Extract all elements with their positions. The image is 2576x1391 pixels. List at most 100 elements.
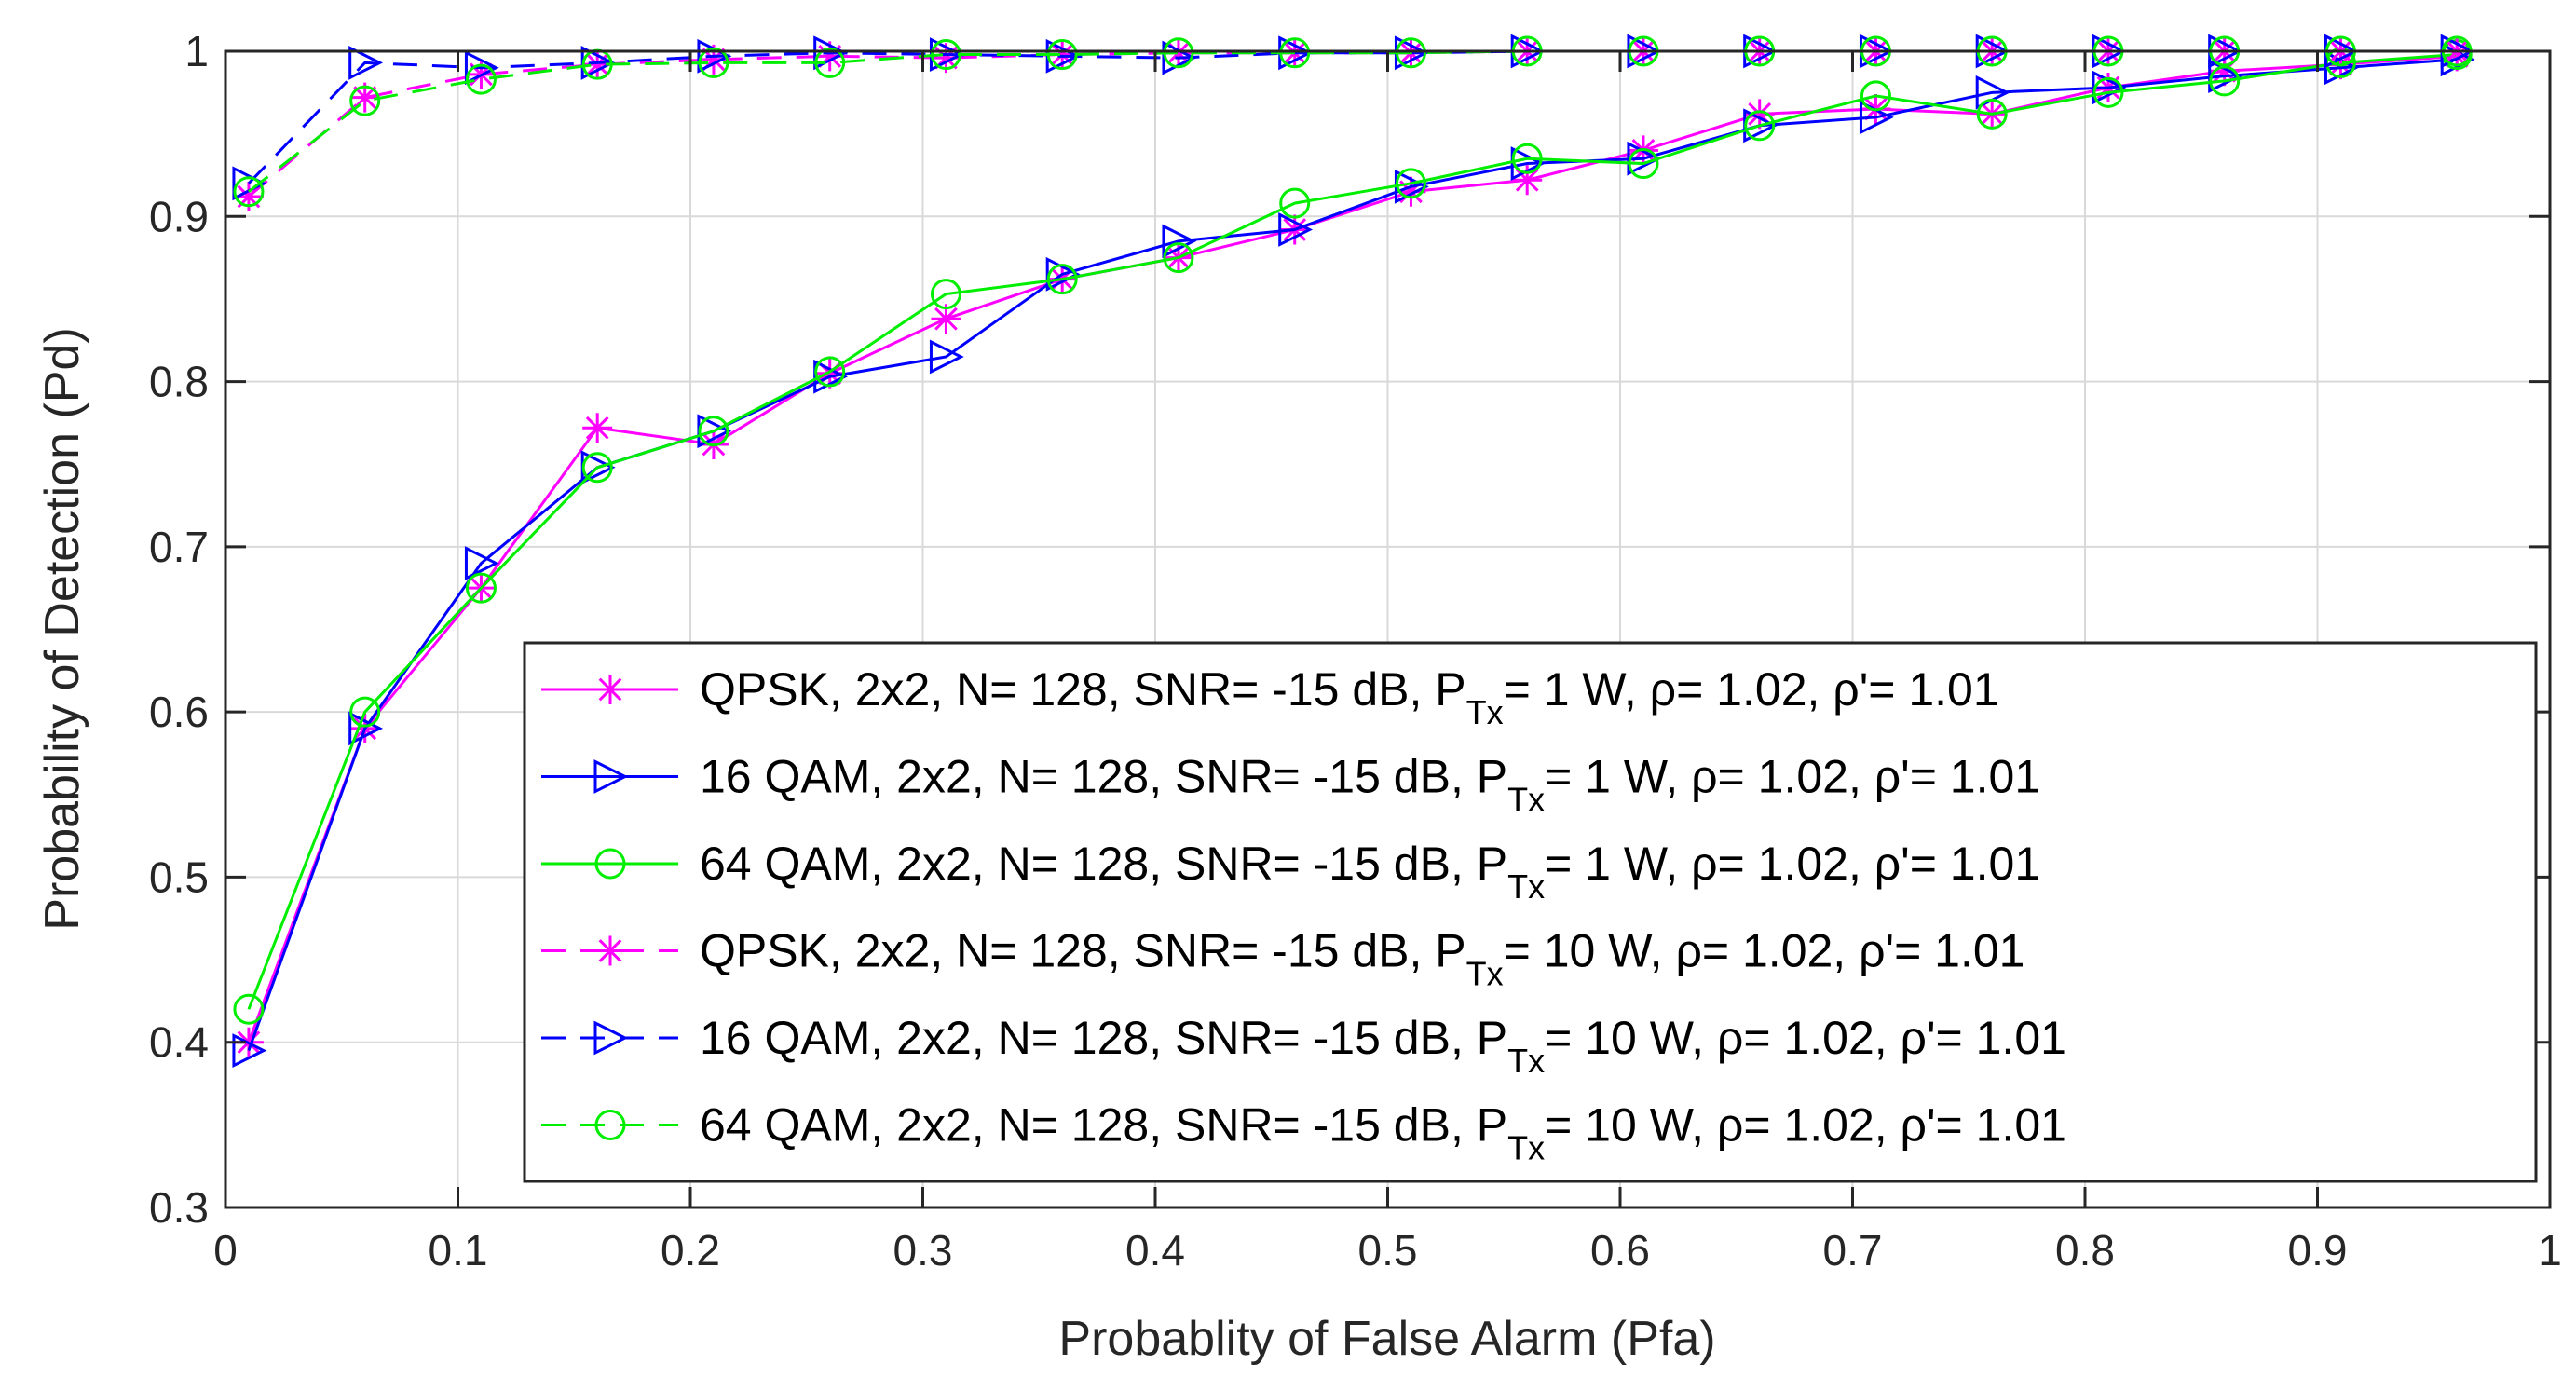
triangle-marker [464,50,499,86]
triangle-marker [2208,59,2243,94]
x-tick-label: 0.9 [2288,1226,2348,1275]
circle-marker [2209,65,2241,97]
triangle-marker [232,1033,267,1069]
triangle-marker [929,339,964,375]
x-tick-label: 0.2 [661,1226,720,1275]
y-tick-label: 0.6 [149,688,209,736]
circle-marker [1279,37,1311,69]
triangle-marker [1278,212,1314,247]
x-tick-label: 0.1 [429,1226,488,1275]
triangle-marker [593,759,629,794]
x-tick-label: 0.8 [2055,1226,2115,1275]
circle-marker [349,85,381,116]
legend-entry-4: QPSK, 2x2, N= 128, SNR= -15 dB, PTx= 10 … [541,925,2024,993]
circle-marker [698,416,729,447]
legend-label: 64 QAM, 2x2, N= 128, SNR= -15 dB, PTx= 1… [700,838,2040,906]
asterisk-marker [1744,99,1775,130]
circle-marker [1860,80,1891,112]
asterisk-marker [233,182,264,212]
circle-marker [1395,37,1426,69]
x-tick-label: 0.7 [1823,1226,1883,1275]
series-line [248,49,2458,193]
asterisk-marker [582,49,613,80]
x-tick-label: 0.4 [1125,1226,1185,1275]
asterisk-marker [582,413,613,443]
circle-marker [1046,39,1078,71]
circle-marker [1395,168,1426,199]
triangle-marker [813,35,849,71]
legend-entry-1: QPSK, 2x2, N= 128, SNR= -15 dB, PTx= 1 W… [541,663,1999,731]
series-line [247,53,2458,1010]
asterisk-marker [595,675,625,704]
asterisk-marker [931,304,961,334]
legend-label: QPSK, 2x2, N= 128, SNR= -15 dB, PTx= 1 W… [700,663,1999,731]
circle-marker [594,1110,626,1140]
circle-marker [1046,264,1078,295]
triangle-marker [1627,141,1662,176]
legend-entry-3: 64 QAM, 2x2, N= 128, SNR= -15 dB, PTx= 1… [541,838,2040,906]
circle-marker [465,572,497,604]
asterisk-marker [814,41,845,72]
y-axis-label: Probability of Detection (Pd) [35,327,89,930]
triangle-marker [2092,70,2127,105]
circle-marker [930,279,961,310]
circle-marker [1163,37,1194,69]
circle-marker [814,356,846,388]
asterisk-marker [1163,37,1193,68]
triangle-marker [593,1020,629,1056]
circle-marker [233,993,265,1025]
legend-entry-2: 16 QAM, 2x2, N= 128, SNR= -15 dB, PTx= 1… [541,751,2040,819]
x-tick-label: 1 [2538,1226,2562,1275]
x-tick-label: 0.5 [1358,1226,1418,1275]
x-axis-label: Probablity of False Alarm (Pfa) [1058,1312,1715,1366]
legend-label: QPSK, 2x2, N= 128, SNR= -15 dB, PTx= 10 … [700,925,2024,993]
legend-label: 16 QAM, 2x2, N= 128, SNR= -15 dB, PTx= 1… [700,751,2040,819]
triangle-marker [813,359,849,394]
asterisk-marker [595,935,625,966]
legend-label: 16 QAM, 2x2, N= 128, SNR= -15 dB, PTx= 1… [700,1012,2066,1080]
asterisk-marker [698,44,729,75]
y-tick-label: 0.3 [149,1183,209,1232]
asterisk-marker [349,82,380,113]
triangle-marker [1045,256,1081,292]
y-tick-label: 1 [184,27,209,75]
y-tick-label: 0.5 [149,852,209,901]
circle-marker [1511,143,1543,174]
circle-marker [1279,187,1311,219]
asterisk-marker [814,358,845,389]
circle-marker [2092,76,2124,108]
triangle-marker [1162,224,1197,259]
circle-marker [698,47,729,78]
legend-label: 64 QAM, 2x2, N= 128, SNR= -15 dB, PTx= 1… [700,1099,2066,1167]
legend-entry-6: 64 QAM, 2x2, N= 128, SNR= -15 dB, PTx= 1… [541,1099,2066,1167]
legend-entry-5: 16 QAM, 2x2, N= 128, SNR= -15 dB, PTx= 1… [541,1012,2066,1080]
circle-marker [1976,98,2008,130]
asterisk-marker [1396,176,1426,207]
circle-marker [581,452,613,484]
asterisk-marker [2209,56,2240,87]
asterisk-marker [1512,165,1543,196]
triangle-marker [1510,146,1546,181]
y-tick-label: 0.4 [149,1018,209,1067]
circle-marker [814,47,846,78]
asterisk-marker [1047,39,1078,70]
x-tick-label: 0 [213,1226,238,1275]
y-tick-label: 0.9 [149,192,209,240]
series-line [247,54,2458,1043]
circle-marker [233,176,265,208]
triangle-marker [464,546,499,581]
circle-marker [1628,148,1659,180]
x-tick-label: 0.6 [1590,1226,1650,1275]
circle-marker [930,39,961,71]
x-tick-label: 0.3 [893,1226,953,1275]
series-3 [233,39,2473,1025]
triangle-marker [348,711,384,746]
asterisk-marker [931,43,961,74]
circle-marker [1744,110,1776,142]
legend: QPSK, 2x2, N= 128, SNR= -15 dB, PTx= 1 W… [523,641,2538,1183]
circle-marker [594,848,626,880]
circle-marker [1163,242,1194,274]
circle-marker [465,63,497,95]
y-tick-label: 0.7 [149,523,209,571]
